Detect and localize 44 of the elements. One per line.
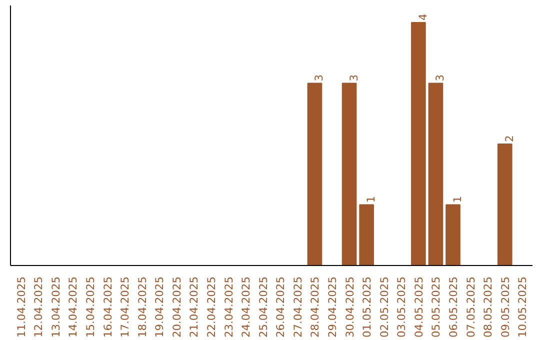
x-tick-label: 14.04.2025 xyxy=(66,276,80,338)
x-tick-label: 01.05.2025 xyxy=(360,276,374,338)
x-tick-label: 15.04.2025 xyxy=(84,276,98,338)
x-tick-label: 22.04.2025 xyxy=(205,276,218,338)
x-tick-label: 10.05.2025 xyxy=(516,276,530,338)
x-tick-label: 23.04.2025 xyxy=(222,276,236,338)
x-tick-label: 29.04.2025 xyxy=(326,276,339,338)
data-label: 2 xyxy=(502,135,516,142)
x-tick-label: 20.04.2025 xyxy=(170,276,184,338)
x-tick-label: 05.05.2025 xyxy=(430,276,443,338)
x-tick-label: 17.04.2025 xyxy=(118,276,132,338)
x-tick-label: 27.04.2025 xyxy=(291,276,304,338)
x-tick-label: 03.05.2025 xyxy=(395,276,408,338)
data-label: 1 xyxy=(364,196,378,203)
x-tick-label: 09.05.2025 xyxy=(498,276,512,338)
data-label: 3 xyxy=(312,74,326,82)
x-tick-label: 24.04.2025 xyxy=(240,276,253,338)
bar xyxy=(411,22,426,266)
x-tick-label: 19.04.2025 xyxy=(153,276,166,338)
x-tick-label: 16.04.2025 xyxy=(101,276,114,338)
x-tick-label: 08.05.2025 xyxy=(482,276,495,338)
x-tick-label: 25.04.2025 xyxy=(256,276,270,338)
bar xyxy=(307,82,322,266)
x-tick-label: 13.04.2025 xyxy=(49,276,62,338)
bar xyxy=(497,144,512,266)
x-tick-label: 02.05.2025 xyxy=(378,276,391,338)
x-tick-label: 12.04.2025 xyxy=(32,276,46,338)
x-tick-label: 18.04.2025 xyxy=(136,276,149,338)
bar xyxy=(428,82,444,266)
bar xyxy=(342,82,357,266)
x-tick-label: 11.04.2025 xyxy=(14,276,28,338)
x-tick-label: 06.05.2025 xyxy=(446,276,460,338)
x-tick-label: 21.04.2025 xyxy=(188,276,201,338)
data-label: 3 xyxy=(434,74,447,82)
bar xyxy=(359,204,374,266)
data-label: 3 xyxy=(347,74,360,82)
x-tick-label: 04.05.2025 xyxy=(412,276,426,338)
x-tick-label: 26.04.2025 xyxy=(274,276,288,338)
data-label: 1 xyxy=(450,196,464,203)
x-tick-label: 28.04.2025 xyxy=(308,276,322,338)
data-label: 4 xyxy=(416,14,430,21)
x-tick-label: 30.04.2025 xyxy=(343,276,356,338)
x-tick-label: 07.05.2025 xyxy=(464,276,478,338)
bar xyxy=(446,204,460,266)
